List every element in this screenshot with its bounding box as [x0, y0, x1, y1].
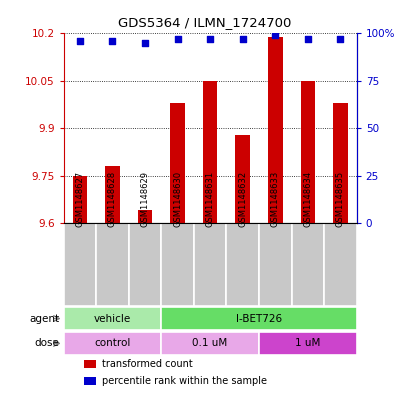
Bar: [258, 223, 291, 306]
Text: GSM1148627: GSM1148627: [75, 171, 84, 227]
Text: GSM1148628: GSM1148628: [108, 171, 117, 227]
Point: [304, 36, 310, 42]
Bar: [300, 81, 315, 223]
Text: control: control: [94, 338, 130, 349]
Bar: [137, 210, 152, 223]
Bar: [96, 223, 128, 306]
Text: GSM1148635: GSM1148635: [335, 171, 344, 227]
Text: GSM1148629: GSM1148629: [140, 171, 149, 227]
Bar: [105, 166, 119, 223]
Text: 0.1 uM: 0.1 uM: [192, 338, 227, 349]
Text: percentile rank within the sample: percentile rank within the sample: [101, 376, 266, 386]
Bar: [128, 223, 161, 306]
Text: transformed count: transformed count: [101, 359, 192, 369]
Point: [239, 36, 245, 42]
Bar: [226, 223, 258, 306]
Text: GSM1148632: GSM1148632: [238, 171, 247, 227]
Text: dose: dose: [34, 338, 59, 349]
Bar: [193, 223, 226, 306]
Text: GSM1148631: GSM1148631: [205, 171, 214, 227]
Bar: [291, 223, 324, 306]
Bar: [267, 37, 282, 223]
Bar: [161, 223, 193, 306]
Point: [142, 40, 148, 46]
Text: GSM1148634: GSM1148634: [303, 171, 312, 227]
Text: vehicle: vehicle: [94, 314, 131, 323]
Bar: [161, 332, 258, 354]
Point: [174, 36, 180, 42]
Bar: [63, 223, 96, 306]
Bar: [161, 307, 356, 330]
Text: GSM1148633: GSM1148633: [270, 171, 279, 227]
Text: 1 uM: 1 uM: [294, 338, 320, 349]
Point: [206, 36, 213, 42]
Bar: [84, 377, 96, 385]
Point: [271, 32, 278, 39]
Bar: [324, 223, 356, 306]
Point: [76, 38, 83, 44]
Text: agent: agent: [29, 314, 59, 323]
Bar: [258, 332, 356, 354]
Point: [109, 38, 115, 44]
Bar: [84, 360, 96, 368]
Bar: [170, 103, 184, 223]
Bar: [63, 307, 161, 330]
Bar: [63, 332, 161, 354]
Text: I-BET726: I-BET726: [235, 314, 281, 323]
Text: GSM1148630: GSM1148630: [173, 171, 182, 227]
Bar: [72, 176, 87, 223]
Point: [336, 36, 343, 42]
Bar: [202, 81, 217, 223]
Text: GDS5364 / ILMN_1724700: GDS5364 / ILMN_1724700: [118, 16, 291, 29]
Bar: [332, 103, 347, 223]
Bar: [235, 134, 249, 223]
